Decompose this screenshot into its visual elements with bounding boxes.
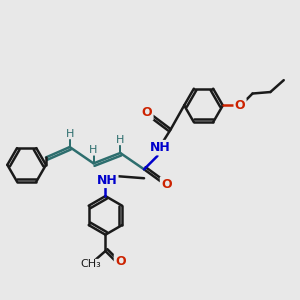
Text: O: O xyxy=(142,106,152,119)
Text: O: O xyxy=(235,99,245,112)
Text: NH: NH xyxy=(150,141,171,154)
Text: H: H xyxy=(116,135,124,145)
Text: H: H xyxy=(89,145,98,155)
Text: O: O xyxy=(161,178,172,191)
Text: H: H xyxy=(66,129,74,139)
Text: CH₃: CH₃ xyxy=(80,260,101,269)
Text: NH: NH xyxy=(97,174,117,187)
Text: O: O xyxy=(115,255,126,268)
